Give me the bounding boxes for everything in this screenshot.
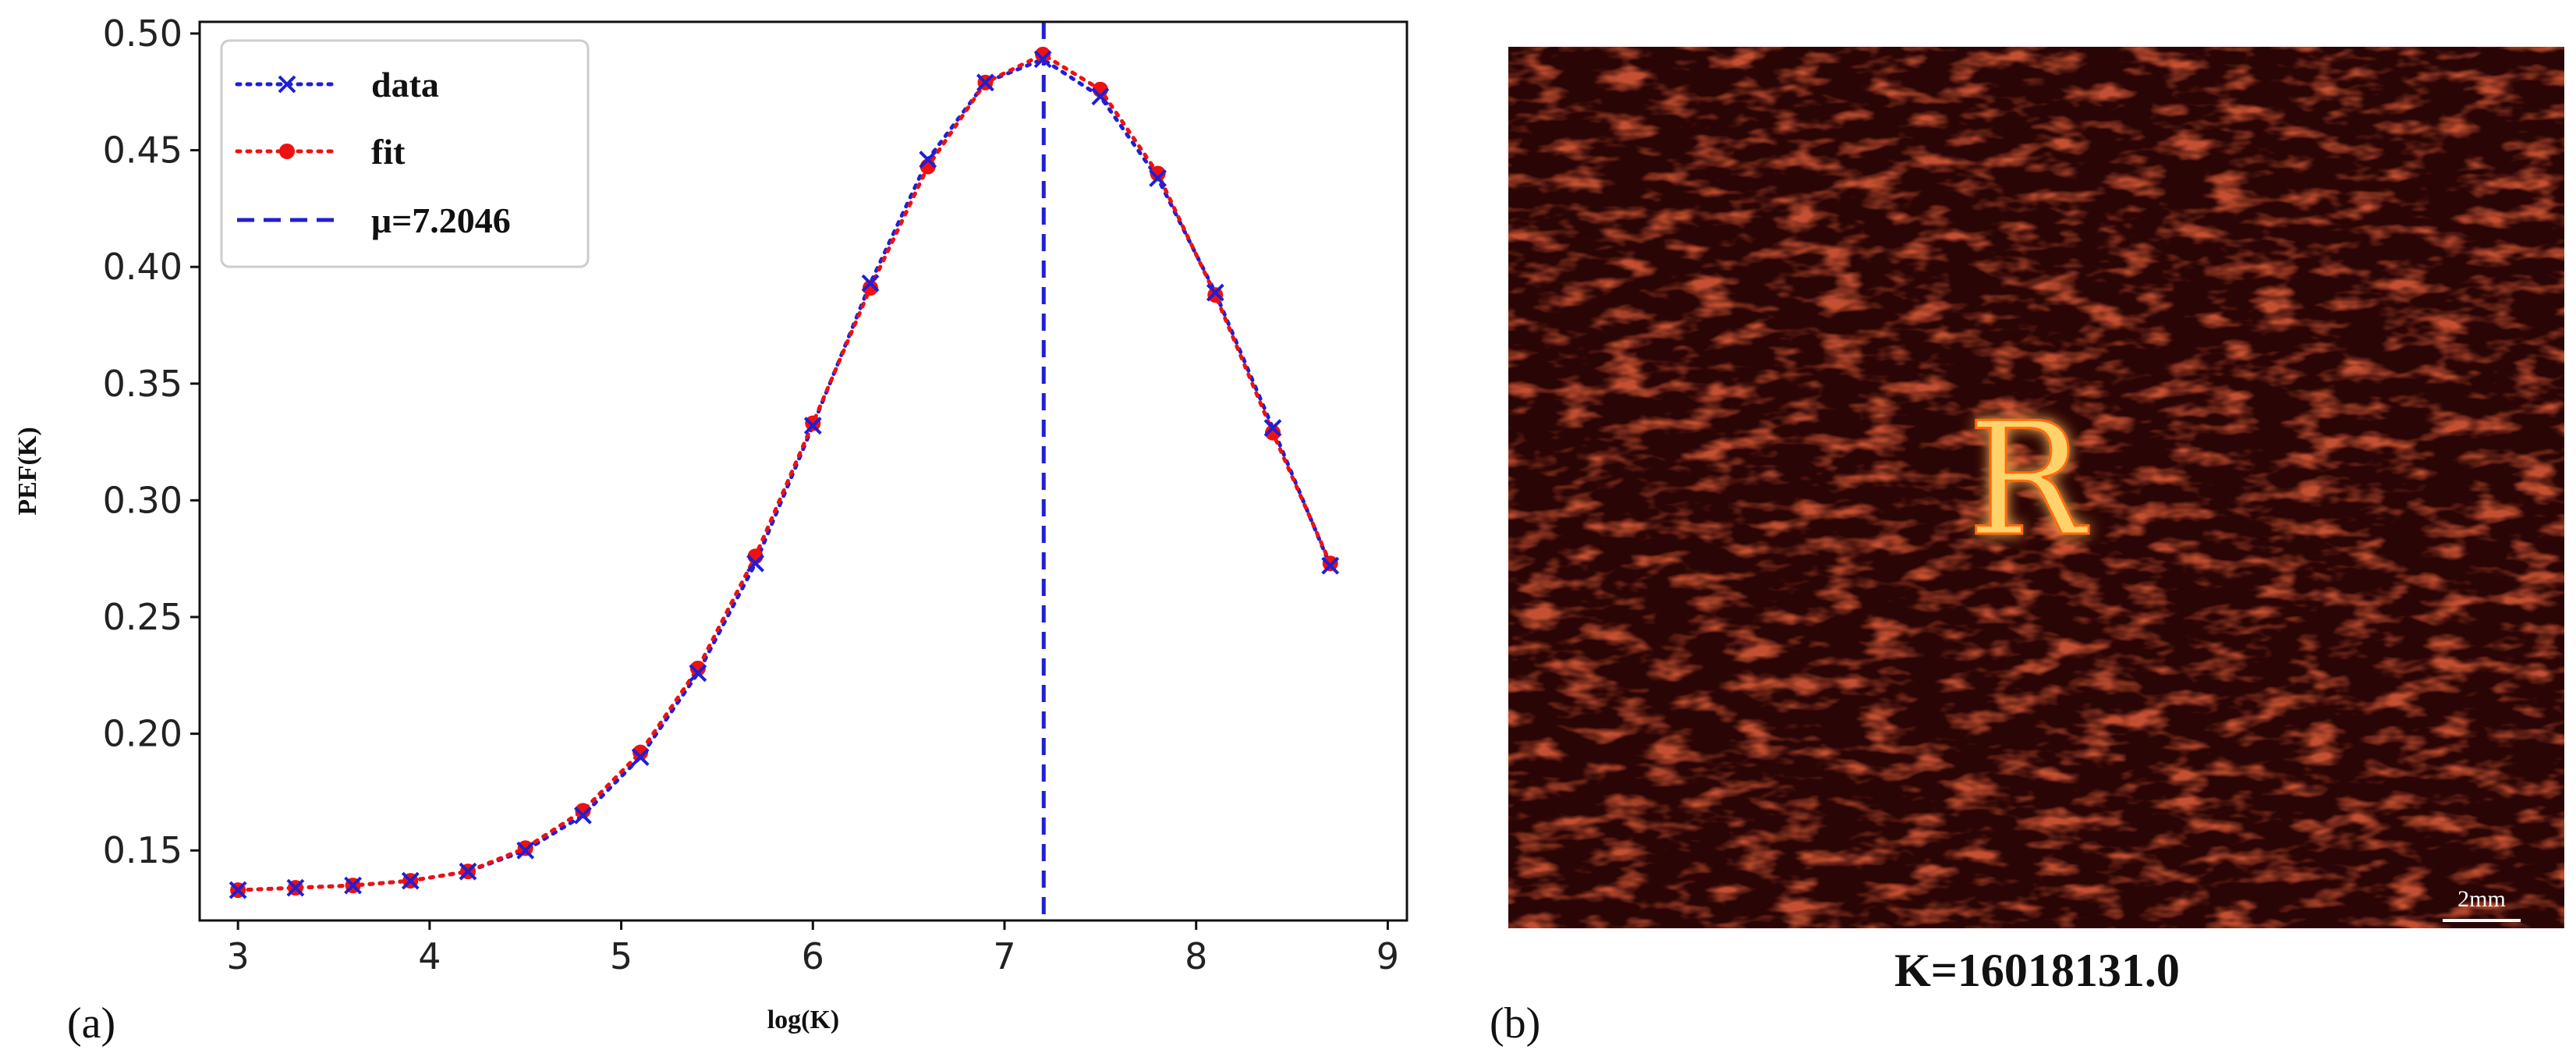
y-tick-label: 0.50: [103, 12, 182, 55]
series-fit-line: [236, 52, 1333, 892]
data-point: [1263, 419, 1282, 438]
y-tick-label: 0.20: [103, 713, 182, 755]
x-tick-label: 6: [802, 935, 824, 977]
speckle-texture: [1508, 47, 2564, 928]
data-point: [574, 806, 592, 825]
x-tick-label: 8: [1185, 935, 1207, 977]
fit-point: [1265, 424, 1281, 441]
y-tick-label: 0.25: [103, 596, 182, 638]
x-tick-label: 4: [418, 935, 441, 977]
legend-data-marker: [278, 75, 296, 94]
x-axis-ticks: 3 4 5 6 7 8 9: [227, 920, 1399, 977]
data-point: [286, 878, 305, 897]
data-point: [1149, 169, 1167, 187]
data-point: [631, 748, 650, 766]
fit-point: [689, 660, 706, 676]
panel-label-b: (b): [1490, 999, 1540, 1048]
fit-point: [1322, 555, 1338, 572]
data-point: [1091, 87, 1110, 106]
panel-label-a: (a): [67, 999, 115, 1048]
data-point: [689, 664, 707, 683]
y-axis-ticks: 0.15 0.20 0.25 0.30 0.35 0.40 0.45 0.50: [103, 12, 200, 871]
x-tick-label: 5: [610, 935, 632, 977]
data-point: [401, 871, 420, 890]
legend-fit-label: fit: [371, 132, 406, 172]
data-point: [803, 417, 822, 435]
image-caption: K=16018131.0: [1894, 945, 2180, 996]
y-tick-label: 0.45: [103, 129, 182, 172]
scale-bar-label: 2mm: [2457, 886, 2506, 912]
data-point: [229, 881, 247, 899]
fit-point: [863, 280, 878, 296]
data-point: [344, 876, 362, 895]
fit-point: [805, 415, 821, 431]
series-data-markers: [229, 50, 1340, 899]
data-point: [1033, 50, 1052, 69]
reconstructed-letter: R: [1968, 389, 2089, 571]
legend-entry-fit: fit: [235, 132, 406, 172]
x-tick-label: 7: [993, 935, 1015, 977]
fit-point: [1207, 287, 1224, 303]
x-tick-label: 3: [227, 935, 250, 977]
plot-frame: [198, 20, 1408, 922]
data-point: [746, 554, 764, 573]
data-point: [861, 274, 880, 293]
data-point: [976, 73, 994, 92]
fit-point: [517, 840, 533, 857]
legend-data-label: data: [371, 65, 439, 105]
data-point: [919, 151, 937, 168]
legend-box: [220, 39, 590, 268]
legend-fit-marker: [279, 144, 295, 159]
data-point: [516, 841, 535, 860]
image-panel-b: R 2mm K=16018131.0 (b): [1490, 47, 2564, 1048]
legend: data fit μ=7.2046: [220, 39, 590, 268]
x-tick-label: 9: [1377, 935, 1399, 977]
y-axis-title: PEF(K): [13, 427, 42, 515]
fit-point: [1035, 46, 1051, 62]
y-tick-label: 0.30: [103, 479, 182, 521]
y-tick-label: 0.15: [103, 829, 182, 871]
fit-point: [575, 803, 591, 819]
y-tick-label: 0.40: [103, 246, 182, 288]
legend-entry-mu: μ=7.2046: [237, 200, 511, 240]
fit-point: [1150, 165, 1166, 182]
fit-point: [632, 744, 649, 761]
data-point: [1321, 556, 1340, 575]
chart-panel-a: 0.15 0.20 0.25 0.30 0.35 0.40 0.45 0.50 3 4 5 6 7 8 9…: [13, 12, 1408, 1048]
y-tick-label: 0.35: [103, 363, 182, 405]
data-point: [459, 862, 477, 881]
data-point: [1206, 283, 1224, 302]
x-axis-title: log(K): [767, 1005, 840, 1034]
legend-mu-label: μ=7.2046: [371, 200, 511, 240]
legend-entry-data: data: [235, 65, 439, 105]
